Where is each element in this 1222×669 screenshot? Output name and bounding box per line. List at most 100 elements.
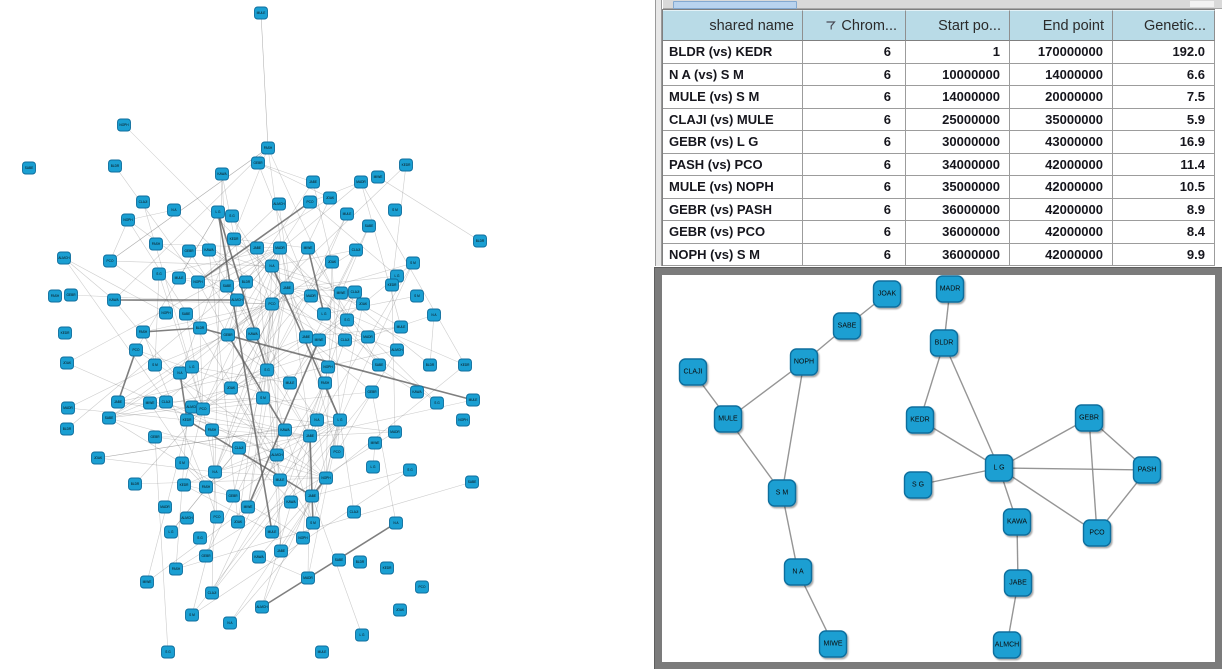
network-node[interactable]: [169, 562, 183, 576]
network-node[interactable]: [323, 191, 337, 205]
network-node[interactable]: [211, 205, 225, 219]
network-node[interactable]: [393, 603, 407, 617]
network-node[interactable]: [473, 234, 487, 248]
network-node[interactable]: [107, 293, 121, 307]
network-node[interactable]: [349, 243, 363, 257]
table-cell[interactable]: 30000000: [906, 131, 1010, 154]
network-node[interactable]: [353, 555, 367, 569]
table-cell[interactable]: 10.5: [1113, 176, 1215, 199]
filter-icon[interactable]: [825, 20, 837, 31]
network-node[interactable]: [221, 328, 235, 342]
network-node[interactable]: [372, 358, 386, 372]
table-cell[interactable]: 192.0: [1113, 41, 1215, 64]
network-node[interactable]: [136, 325, 150, 339]
network-node[interactable]: [172, 271, 186, 285]
network-node[interactable]: [284, 495, 298, 509]
network-node[interactable]: [325, 255, 339, 269]
network-node[interactable]: [215, 167, 229, 181]
network-node[interactable]: [57, 251, 71, 265]
network-node[interactable]: [789, 348, 819, 376]
network-node[interactable]: [193, 531, 207, 545]
table-cell[interactable]: 42000000: [1010, 243, 1113, 266]
network-node[interactable]: [388, 203, 402, 217]
network-node[interactable]: [332, 553, 346, 567]
network-node[interactable]: [230, 293, 244, 307]
network-node[interactable]: [265, 259, 279, 273]
network-node[interactable]: [394, 320, 408, 334]
table-cell[interactable]: 35000000: [906, 176, 1010, 199]
network-node[interactable]: [179, 307, 193, 321]
table-cell[interactable]: PASH (vs) PCO: [663, 153, 803, 176]
network-node[interactable]: [265, 297, 279, 311]
network-node[interactable]: [338, 333, 352, 347]
network-node[interactable]: [265, 525, 279, 539]
network-node[interactable]: [232, 441, 246, 455]
network-node[interactable]: [1002, 508, 1032, 536]
network-node[interactable]: [60, 422, 74, 436]
network-node[interactable]: [319, 471, 333, 485]
network-node[interactable]: [252, 550, 266, 564]
network-node[interactable]: [365, 385, 379, 399]
network-node[interactable]: [167, 203, 181, 217]
table-cell[interactable]: 20000000: [1010, 86, 1113, 109]
network-node[interactable]: [227, 232, 241, 246]
network-node[interactable]: [1003, 569, 1033, 597]
network-node[interactable]: [368, 436, 382, 450]
network-node[interactable]: [984, 454, 1014, 482]
network-node[interactable]: [159, 395, 173, 409]
network-node[interactable]: [121, 213, 135, 227]
network-node[interactable]: [158, 500, 172, 514]
network-node[interactable]: [767, 479, 797, 507]
network-node[interactable]: [193, 321, 207, 335]
network-node[interactable]: [1074, 404, 1104, 432]
network-node[interactable]: [152, 267, 166, 281]
table-cell[interactable]: 34000000: [906, 153, 1010, 176]
table-cell[interactable]: 14000000: [1010, 63, 1113, 86]
network-node[interactable]: [333, 413, 347, 427]
table-cell[interactable]: 10000000: [906, 63, 1010, 86]
table-cell[interactable]: 6: [803, 176, 906, 199]
table-cell[interactable]: 42000000: [1010, 198, 1113, 221]
network-node[interactable]: [306, 175, 320, 189]
network-node[interactable]: [385, 278, 399, 292]
network-node[interactable]: [61, 401, 75, 415]
network-node[interactable]: [161, 645, 175, 659]
overview-network-canvas[interactable]: MULE NOPH SABE BLDR KEDR PASH GEBR KAWA JABE MADR…: [0, 0, 655, 669]
network-node[interactable]: [713, 405, 743, 433]
table-cell[interactable]: 7.5: [1113, 86, 1215, 109]
network-node[interactable]: [280, 281, 294, 295]
table-cell[interactable]: 36000000: [906, 221, 1010, 244]
network-node[interactable]: [102, 411, 116, 425]
network-node[interactable]: [149, 237, 163, 251]
network-node[interactable]: [175, 456, 189, 470]
network-node[interactable]: [180, 413, 194, 427]
network-node[interactable]: [399, 158, 413, 172]
network-node[interactable]: [239, 275, 253, 289]
network-node[interactable]: [177, 478, 191, 492]
network-node[interactable]: [390, 343, 404, 357]
network-node[interactable]: [818, 630, 848, 658]
network-node[interactable]: [261, 141, 275, 155]
table-cell[interactable]: 25000000: [906, 108, 1010, 131]
network-node[interactable]: [205, 586, 219, 600]
network-node[interactable]: [410, 289, 424, 303]
network-node[interactable]: [348, 285, 362, 299]
network-node[interactable]: [274, 544, 288, 558]
network-node[interactable]: [406, 256, 420, 270]
network-node[interactable]: [250, 241, 264, 255]
network-node[interactable]: [270, 448, 284, 462]
table-cell[interactable]: GEBR (vs) PASH: [663, 198, 803, 221]
network-node[interactable]: [199, 549, 213, 563]
table-cell[interactable]: GEBR (vs) L G: [663, 131, 803, 154]
network-node[interactable]: [872, 280, 902, 308]
table-cell[interactable]: 6: [803, 198, 906, 221]
network-node[interactable]: [305, 489, 319, 503]
network-node[interactable]: [251, 156, 265, 170]
network-node[interactable]: [208, 465, 222, 479]
network-node[interactable]: [256, 391, 270, 405]
table-cell[interactable]: 6: [803, 63, 906, 86]
network-node[interactable]: [273, 241, 287, 255]
table-cell[interactable]: 35000000: [1010, 108, 1113, 131]
network-node[interactable]: [205, 423, 219, 437]
network-node[interactable]: [225, 209, 239, 223]
